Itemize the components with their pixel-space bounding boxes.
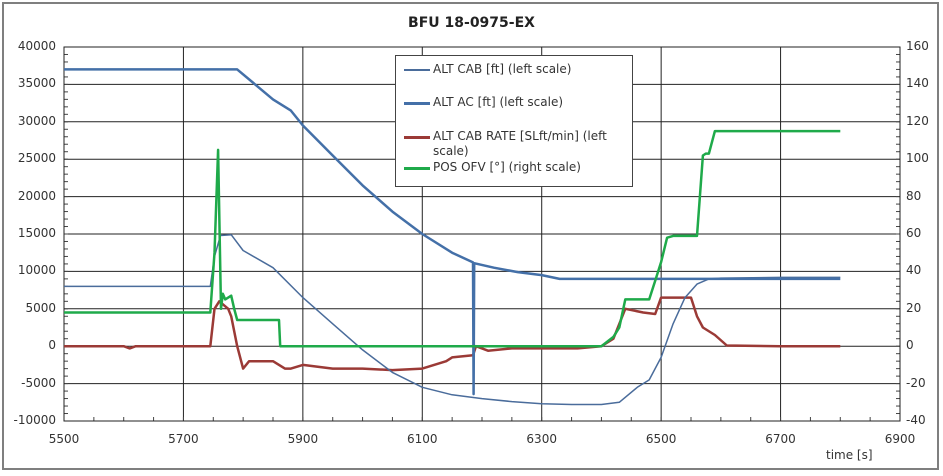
legend-label: ALT AC [ft] (left scale) — [433, 95, 564, 109]
y-tick-right: 120 — [906, 113, 929, 128]
x-tick: 5900 — [287, 432, 319, 446]
y-tick-left: 35000 — [17, 76, 56, 91]
y-tick-left: 25000 — [17, 151, 56, 166]
y-tick-right: -40 — [906, 413, 926, 427]
chart-legend: ALT CAB [ft] (left scale) ALT AC [ft] (l… — [395, 55, 633, 187]
legend-swatch — [404, 167, 430, 170]
y-tick-right: 80 — [906, 188, 922, 203]
series-line-2 — [64, 296, 841, 372]
y-tick-right: -20 — [906, 375, 926, 390]
y-tick-left: 20000 — [17, 188, 56, 203]
y-tick-right: 160 — [906, 39, 929, 53]
legend-label: ALT CAB RATE [SLft/min] (left scale) — [433, 129, 607, 158]
y-tick-left: -5000 — [21, 375, 56, 390]
y-tick-left: 40000 — [17, 39, 56, 53]
y-tick-right: 20 — [906, 300, 922, 315]
y-tick-right: 40 — [906, 263, 922, 278]
x-tick: 6900 — [884, 432, 916, 446]
y-tick-left: 5000 — [25, 300, 56, 315]
legend-label: ALT CAB [ft] (left scale) — [433, 62, 572, 76]
legend-item-pos-ofv: POS OFV [°] (right scale) — [404, 160, 623, 175]
plot-border — [63, 46, 901, 422]
legend-item-alt-ac: ALT AC [ft] (left scale) — [404, 95, 623, 110]
y-tick-right: 140 — [906, 76, 929, 91]
x-tick: 6700 — [765, 432, 796, 446]
x-tick: 6100 — [407, 432, 438, 446]
y-tick-right: 100 — [906, 151, 929, 166]
y-tick-right: 0 — [906, 338, 914, 353]
y-tick-left: 0 — [48, 338, 56, 353]
y-tick-left: 10000 — [17, 263, 56, 278]
x-axis-title: time [s] — [826, 448, 873, 462]
legend-swatch — [404, 69, 430, 71]
y-tick-right: 60 — [906, 226, 922, 240]
x-tick: 6300 — [526, 432, 557, 446]
x-tick: 6500 — [645, 432, 677, 446]
series-line-1 — [64, 68, 841, 396]
y-tick-left: 30000 — [17, 113, 56, 128]
legend-swatch — [404, 136, 430, 139]
series-line-0 — [64, 233, 841, 406]
legend-label: POS OFV [°] (right scale) — [433, 160, 581, 174]
y-tick-left: 15000 — [17, 226, 56, 240]
legend-item-alt-cab: ALT CAB [ft] (left scale) — [404, 62, 623, 77]
y-tick-left: -10000 — [13, 413, 56, 427]
legend-item-alt-cab-rate: ALT CAB RATE [SLft/min] (left scale) — [404, 129, 623, 159]
series-line-3 — [64, 129, 841, 348]
legend-swatch — [404, 102, 430, 105]
x-tick: 5500 — [48, 432, 80, 446]
chart-title: BFU 18-0975-EX — [408, 15, 535, 31]
x-tick: 5700 — [168, 432, 199, 446]
